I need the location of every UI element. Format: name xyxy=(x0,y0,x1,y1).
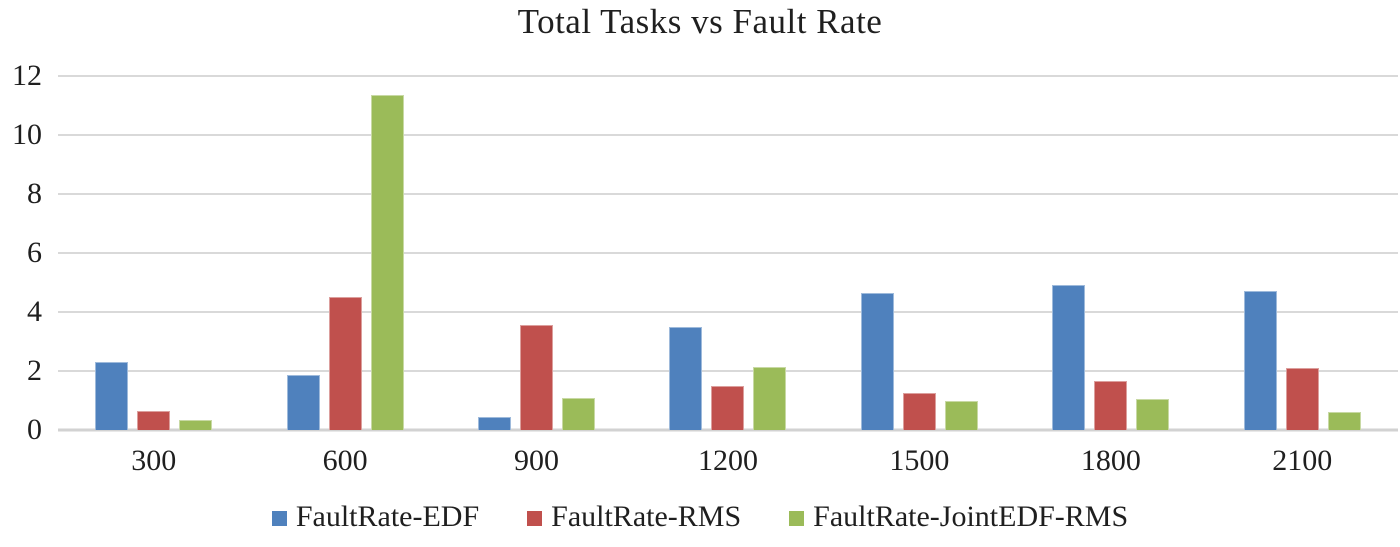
gridline xyxy=(58,311,1398,313)
bar xyxy=(328,297,362,430)
legend-label: FaultRate-RMS xyxy=(551,500,742,533)
x-tick-label: 1200 xyxy=(697,444,758,477)
bar xyxy=(562,397,596,430)
bar xyxy=(478,416,512,430)
gridline xyxy=(58,252,1398,254)
y-tick-label: 8 xyxy=(27,177,42,210)
bar xyxy=(520,325,554,430)
plot-area xyxy=(58,75,1398,432)
bar xyxy=(286,375,320,430)
legend-item: FaultRate-RMS xyxy=(527,500,741,534)
bar-group-1500 xyxy=(824,76,1015,430)
bar xyxy=(902,393,936,430)
chart-title: Total Tasks vs Fault Rate xyxy=(517,2,883,41)
bar-group-600 xyxy=(249,76,440,430)
legend-swatch xyxy=(527,511,543,526)
bar xyxy=(1243,291,1277,430)
y-tick-label: 12 xyxy=(12,59,42,92)
bar xyxy=(179,419,213,430)
bar xyxy=(95,362,129,430)
y-tick-label: 4 xyxy=(27,295,42,328)
gridline xyxy=(58,134,1398,136)
bar xyxy=(137,410,171,430)
y-tick-label: 0 xyxy=(27,413,42,446)
bar xyxy=(860,292,894,430)
y-tick-label: 6 xyxy=(27,236,42,269)
bar xyxy=(1136,399,1170,430)
gridline xyxy=(58,370,1398,372)
y-axis: 0 2 4 6 8 10 12 xyxy=(0,61,46,445)
gridline xyxy=(58,193,1398,195)
bar xyxy=(1052,285,1086,430)
gridline xyxy=(58,428,1398,432)
x-tick-label: 900 xyxy=(514,444,560,477)
bar xyxy=(711,385,745,430)
bar xyxy=(1327,412,1361,430)
x-tick-label: 2100 xyxy=(1272,444,1333,477)
bar xyxy=(753,366,787,430)
bar xyxy=(1285,368,1319,430)
x-tick-label: 1500 xyxy=(889,444,950,477)
x-tick-label: 600 xyxy=(322,444,368,477)
gridline xyxy=(58,75,1398,77)
legend-item: FaultRate-JointEDF-RMS xyxy=(789,500,1128,534)
legend-swatch xyxy=(271,511,287,526)
legend-item: FaultRate-EDF xyxy=(271,500,480,534)
bar-group-1200 xyxy=(632,76,823,430)
y-tick-label: 2 xyxy=(27,354,42,387)
bar-group-900 xyxy=(441,76,632,430)
bar xyxy=(1094,381,1128,430)
legend: FaultRate-EDF FaultRate-RMS FaultRate-Join… xyxy=(0,500,1400,534)
legend-label: FaultRate-EDF xyxy=(295,500,480,533)
bar-group-1800 xyxy=(1015,76,1206,430)
legend-label: FaultRate-JointEDF-RMS xyxy=(813,500,1129,533)
x-tick-label: 300 xyxy=(131,444,177,477)
bar-groups xyxy=(58,76,1398,430)
bar-group-300 xyxy=(58,76,249,430)
bar-group-2100 xyxy=(1207,76,1398,430)
y-tick-label: 10 xyxy=(12,118,42,151)
legend-swatch xyxy=(789,511,805,526)
bar xyxy=(669,326,703,430)
bar xyxy=(370,95,404,430)
x-tick-label: 1800 xyxy=(1080,444,1141,477)
x-axis: 300 600 900 1200 1500 1800 2100 xyxy=(58,444,1398,478)
bar xyxy=(944,400,978,430)
